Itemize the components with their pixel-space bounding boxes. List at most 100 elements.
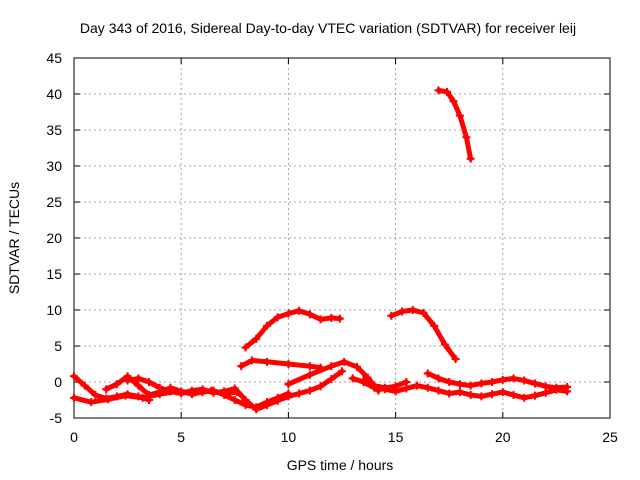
data-point <box>541 382 550 391</box>
data-point <box>145 378 154 386</box>
data-point <box>423 369 432 378</box>
data-point <box>455 380 464 389</box>
data-point <box>166 387 175 396</box>
data-point <box>434 86 443 95</box>
y-tick-label: 10 <box>46 302 62 318</box>
data-point <box>252 405 261 414</box>
data-point <box>359 376 368 385</box>
y-tick-label: 30 <box>46 158 62 174</box>
data-point <box>466 154 475 163</box>
data-point <box>451 354 460 363</box>
data-point <box>402 378 411 386</box>
data-point <box>477 392 486 401</box>
data-point <box>91 390 100 399</box>
data-point <box>466 390 475 399</box>
data-point <box>498 375 507 384</box>
data-point <box>563 383 572 392</box>
data-point <box>488 378 497 386</box>
data-point <box>423 383 432 392</box>
data-point <box>80 381 89 390</box>
data-point <box>316 315 325 324</box>
data-point <box>262 321 271 330</box>
data-point <box>445 378 454 386</box>
x-tick-label: 20 <box>495 429 511 445</box>
y-tick-label: 5 <box>54 338 62 354</box>
data-point <box>262 401 271 410</box>
data-point <box>230 384 239 393</box>
data-point <box>434 386 443 395</box>
y-tick-label: 15 <box>46 266 62 282</box>
x-tick-label: 10 <box>281 429 297 445</box>
data-point <box>198 385 207 394</box>
data-point <box>134 381 143 390</box>
data-point <box>284 360 293 368</box>
data-point <box>262 357 271 366</box>
data-point <box>380 383 389 392</box>
data-point <box>340 357 349 366</box>
data-point <box>338 367 346 376</box>
data-point <box>305 362 314 371</box>
data-point <box>241 343 250 352</box>
data-point <box>520 376 529 385</box>
series-layer <box>70 86 572 414</box>
data-point <box>408 306 417 314</box>
data-point <box>462 133 471 142</box>
data-point <box>102 385 111 394</box>
data-point <box>104 395 113 404</box>
data-point <box>413 381 422 390</box>
y-tick-label: -5 <box>50 410 63 426</box>
data-point <box>237 362 246 371</box>
data-point <box>316 382 325 391</box>
data-point <box>305 310 314 319</box>
data-point <box>145 390 154 399</box>
data-point <box>430 321 439 330</box>
y-tick-label: 45 <box>46 50 62 66</box>
data-point <box>353 362 362 371</box>
y-tick-label: 0 <box>54 374 62 390</box>
data-point <box>443 87 452 96</box>
data-point <box>391 382 400 391</box>
data-point <box>552 383 561 392</box>
data-point <box>530 391 539 400</box>
data-point <box>247 356 256 365</box>
data-point <box>305 370 314 379</box>
data-point <box>455 111 464 120</box>
chart-title: Day 343 of 2016, Sidereal Day-to-day VTE… <box>80 20 576 36</box>
data-point <box>187 386 196 395</box>
data-point <box>440 340 449 349</box>
data-point <box>123 376 132 385</box>
data-point <box>348 374 357 383</box>
data-point <box>530 379 539 388</box>
data-point <box>295 389 304 398</box>
data-point <box>327 375 336 384</box>
data-point <box>121 391 130 400</box>
data-point <box>370 381 379 390</box>
data-point <box>477 379 486 388</box>
data-point <box>449 97 458 106</box>
y-tick-labels: -5 0 5 10 15 20 25 30 35 40 45 <box>46 50 62 426</box>
data-point <box>445 389 454 398</box>
data-point <box>305 386 314 395</box>
data-point <box>209 388 218 397</box>
data-point <box>70 372 78 381</box>
data-point <box>419 308 428 317</box>
x-tick-label: 15 <box>388 429 404 445</box>
data-point <box>241 396 250 404</box>
data-point <box>398 307 407 316</box>
data-point <box>387 311 396 320</box>
data-point <box>177 389 186 398</box>
x-tick-labels: 0 5 10 15 20 25 <box>70 429 618 445</box>
data-point <box>327 362 336 371</box>
data-point <box>112 380 121 389</box>
data-point <box>520 393 529 402</box>
data-point <box>455 388 464 397</box>
data-point <box>273 313 282 322</box>
data-point <box>498 388 507 397</box>
data-point <box>70 393 78 402</box>
data-point <box>230 396 239 404</box>
data-point <box>466 381 475 390</box>
data-point <box>295 306 304 315</box>
data-point <box>284 392 293 401</box>
data-point <box>335 314 344 323</box>
